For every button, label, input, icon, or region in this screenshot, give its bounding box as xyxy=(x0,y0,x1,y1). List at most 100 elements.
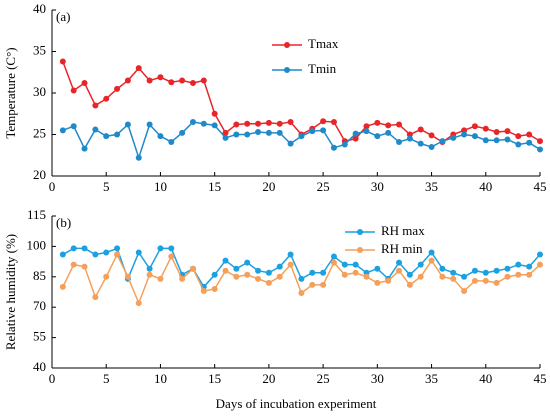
data-point xyxy=(396,121,403,128)
data-point xyxy=(352,269,359,276)
data-point xyxy=(287,140,294,147)
data-point xyxy=(168,138,175,145)
x-tick-label: 15 xyxy=(208,179,221,194)
data-point xyxy=(59,58,66,65)
data-point xyxy=(537,251,543,258)
y-tick-label: 70 xyxy=(33,298,46,313)
data-point xyxy=(244,120,251,127)
data-point xyxy=(309,269,316,276)
data-point xyxy=(396,267,403,274)
series-line xyxy=(62,61,541,143)
data-point xyxy=(265,269,272,276)
data-point xyxy=(255,129,262,136)
data-point xyxy=(59,251,66,258)
data-point xyxy=(417,273,424,280)
data-point xyxy=(385,122,392,129)
data-point xyxy=(114,245,121,252)
x-tick-label: 30 xyxy=(371,371,384,386)
data-point xyxy=(298,275,305,282)
data-point xyxy=(222,134,229,141)
data-point xyxy=(461,127,468,134)
data-point xyxy=(406,271,413,278)
data-point xyxy=(222,267,229,274)
data-point xyxy=(341,271,348,278)
data-point xyxy=(233,131,240,138)
data-point xyxy=(287,251,294,258)
data-point xyxy=(450,275,457,282)
x-tick-label: 0 xyxy=(49,179,56,194)
data-point xyxy=(168,253,175,260)
data-point xyxy=(135,300,142,307)
data-point xyxy=(428,257,435,264)
data-point xyxy=(406,131,413,138)
data-point xyxy=(406,281,413,288)
data-point xyxy=(406,135,413,142)
y-tick-label: 85 xyxy=(33,268,46,283)
data-point xyxy=(103,133,110,140)
data-point xyxy=(330,253,337,260)
data-point xyxy=(482,269,489,276)
data-point xyxy=(482,137,489,144)
panel-label: (b) xyxy=(56,215,71,230)
data-point xyxy=(157,74,164,81)
data-point xyxy=(428,249,435,256)
data-point xyxy=(157,245,164,252)
data-point xyxy=(135,154,142,161)
y-tick-label: 40 xyxy=(33,1,46,16)
data-point xyxy=(526,263,533,270)
data-point xyxy=(537,146,543,153)
data-point xyxy=(255,267,262,274)
data-point xyxy=(417,261,424,268)
data-point xyxy=(179,129,186,136)
data-point xyxy=(428,143,435,150)
data-point xyxy=(363,123,370,130)
data-point xyxy=(287,119,294,126)
data-point xyxy=(179,275,186,282)
data-point xyxy=(471,123,478,130)
data-point xyxy=(265,119,272,126)
y-tick-label: 25 xyxy=(33,125,46,140)
data-point xyxy=(417,140,424,147)
data-point xyxy=(157,275,164,282)
panel-label: (a) xyxy=(56,9,70,24)
data-point xyxy=(59,127,66,134)
data-point xyxy=(200,77,207,84)
x-tick-label: 40 xyxy=(479,371,492,386)
y-tick-label: 100 xyxy=(27,237,47,252)
data-point xyxy=(124,77,131,84)
data-point xyxy=(179,77,186,84)
data-point xyxy=(471,267,478,274)
data-point xyxy=(92,126,99,133)
data-point xyxy=(81,80,88,87)
data-point xyxy=(396,259,403,266)
data-point xyxy=(428,132,435,139)
data-point xyxy=(200,287,207,294)
data-point xyxy=(504,136,511,143)
x-tick-label: 15 xyxy=(208,371,221,386)
data-point xyxy=(482,277,489,284)
data-point xyxy=(244,271,251,278)
data-point xyxy=(450,134,457,141)
legend-label: RH max xyxy=(381,223,425,238)
data-point xyxy=(320,281,327,288)
data-point xyxy=(222,129,229,136)
data-point xyxy=(222,257,229,264)
y-axis-label: Temperature (C°) xyxy=(3,47,18,138)
x-tick-label: 0 xyxy=(49,371,56,386)
data-point xyxy=(211,110,218,117)
x-tick-label: 20 xyxy=(262,179,275,194)
data-point xyxy=(103,249,110,256)
data-point xyxy=(114,85,121,92)
data-point xyxy=(363,128,370,135)
data-point xyxy=(537,138,543,145)
data-point xyxy=(320,127,327,134)
data-point xyxy=(330,259,337,266)
data-point xyxy=(70,123,77,130)
x-tick-label: 10 xyxy=(154,371,167,386)
data-point xyxy=(493,137,500,144)
data-point xyxy=(471,277,478,284)
data-point xyxy=(385,129,392,136)
data-point xyxy=(114,131,121,138)
data-point xyxy=(363,273,370,280)
